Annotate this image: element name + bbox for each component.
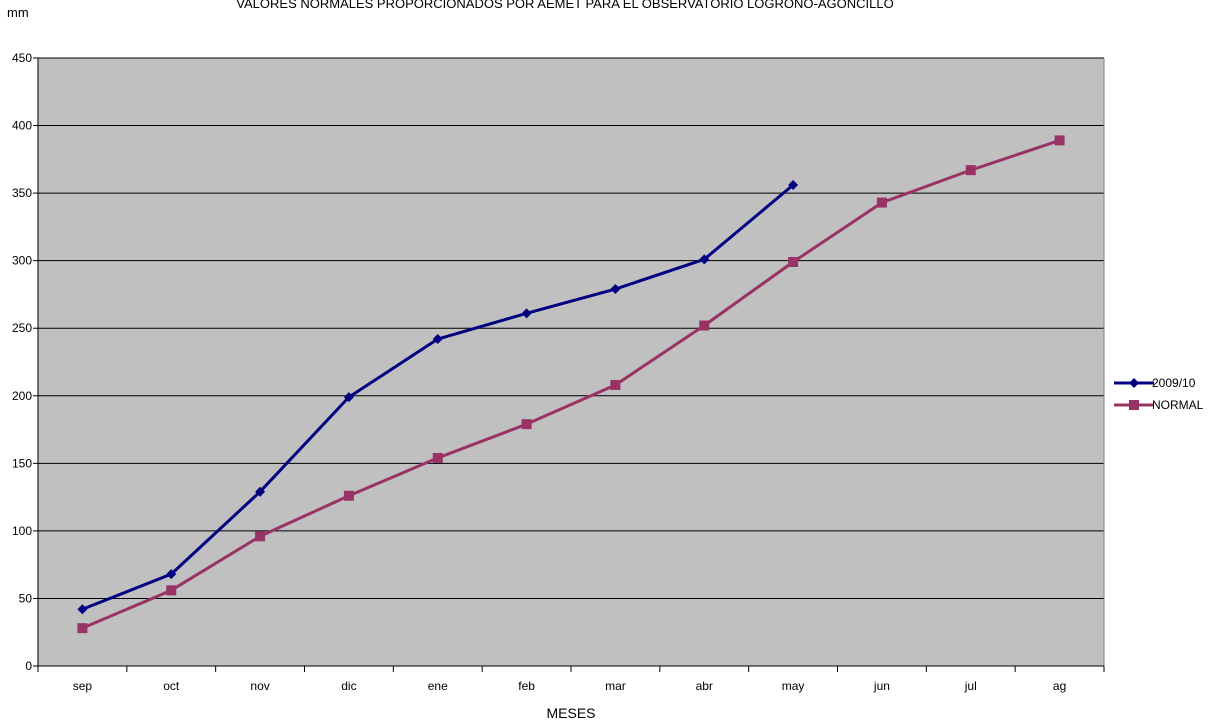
data-point: [521, 419, 532, 430]
x-tick-labels: sep oct nov dic ene feb mar abr may jun jul ag: [73, 679, 1067, 693]
data-point: [77, 623, 88, 634]
data-point: [77, 604, 88, 615]
x-axis-label: MESES: [546, 705, 595, 721]
x-tick-label: ag: [1053, 679, 1066, 693]
data-point: [521, 308, 532, 319]
y-tick-label: 400: [12, 119, 32, 133]
data-point: [1054, 135, 1065, 146]
data-point: [343, 392, 354, 403]
data-point: [876, 197, 887, 208]
data-point: [1129, 378, 1139, 388]
y-axis-label: mm: [7, 5, 29, 20]
y-tick-label: 100: [12, 524, 32, 538]
x-tick-label: dic: [341, 679, 356, 693]
legend-label: 2009/10: [1152, 376, 1196, 390]
y-tick-label: 200: [12, 389, 32, 403]
axes: [37, 58, 1105, 672]
legend-label: NORMAL: [1152, 398, 1204, 412]
x-tick-label: jun: [873, 679, 890, 693]
data-point: [432, 452, 443, 463]
series-group: [77, 135, 1065, 634]
x-tick-label: mar: [605, 679, 626, 693]
data-point: [610, 284, 621, 295]
y-tick-label: 350: [12, 186, 32, 200]
data-point: [788, 257, 799, 268]
data-point: [965, 165, 976, 176]
y-tick-label: 150: [12, 456, 32, 470]
x-tick-label: sep: [73, 679, 93, 693]
y-tick-label: 250: [12, 321, 32, 335]
x-tick-label: may: [782, 679, 805, 693]
data-point: [432, 334, 443, 345]
data-point: [610, 379, 621, 390]
data-point: [1129, 400, 1139, 410]
data-point: [343, 490, 354, 501]
data-point: [255, 486, 266, 497]
x-tick-label: ene: [428, 679, 448, 693]
y-tick-label: 50: [19, 591, 33, 605]
y-tick-label: 450: [12, 51, 32, 65]
y-tick-label: 300: [12, 254, 32, 268]
x-tick-label: abr: [696, 679, 713, 693]
data-point: [788, 180, 799, 191]
y-tick-labels: 0 50 100 150 200 250 300 350 400 450: [12, 51, 32, 673]
chart-title: VALORES NORMALES PROPORCIONADOS POR AEME…: [236, 0, 893, 11]
data-point: [255, 531, 266, 542]
data-point: [699, 320, 710, 331]
data-point: [166, 585, 177, 596]
x-tick-label: jul: [964, 679, 977, 693]
series-line: [81, 138, 1061, 630]
data-point: [699, 254, 710, 265]
x-tick-label: nov: [250, 679, 269, 693]
data-point: [166, 569, 177, 580]
gridlines: [33, 57, 1104, 667]
legend: 2009/10 NORMAL: [1114, 376, 1204, 412]
y-tick-label: 0: [25, 659, 32, 673]
x-tick-label: feb: [518, 679, 535, 693]
x-tick-label: oct: [163, 679, 180, 693]
